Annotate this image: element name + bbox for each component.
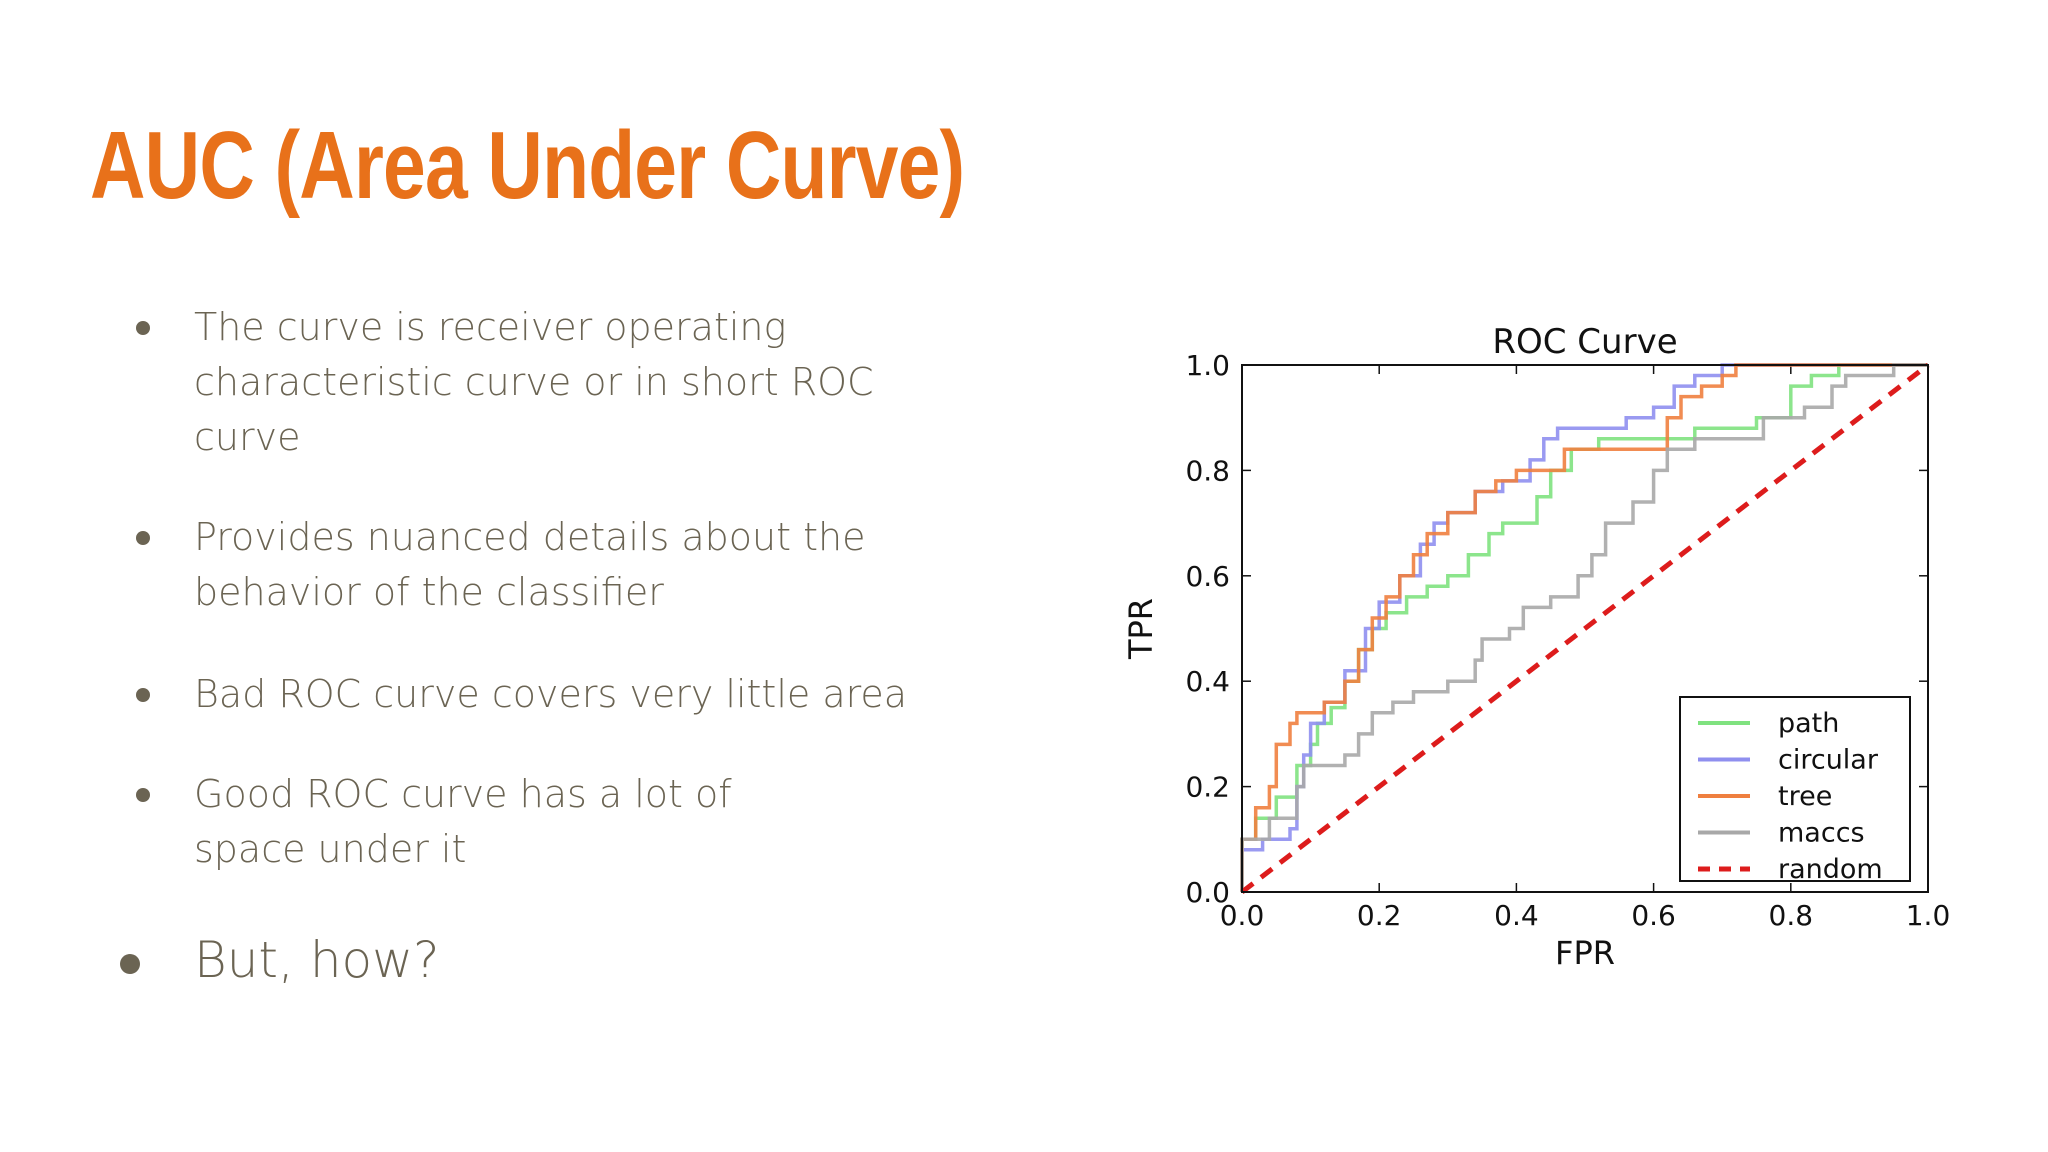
- series-line-maccs: [1240, 363, 1928, 892]
- bullet-dot: [136, 688, 150, 702]
- x-axis-label: FPR: [1555, 934, 1615, 972]
- y-axis-label: TPR: [1122, 598, 1160, 660]
- legend-label-maccs: maccs: [1778, 818, 1865, 849]
- y-tick-label: 0.8: [1185, 454, 1230, 487]
- legend-label-path: path: [1778, 708, 1839, 739]
- y-tick-label: 1.0: [1185, 349, 1230, 382]
- slide-title: AUC (Area Under Curve): [90, 112, 965, 219]
- y-tick-label: 0.4: [1185, 665, 1230, 698]
- legend-label-random: random: [1778, 854, 1883, 885]
- plot-frame: [1241, 364, 1929, 893]
- bullet-text: Provides nuanced details about the behav…: [194, 515, 866, 614]
- bullet-text: Good ROC curve has a lot of space under …: [194, 772, 732, 871]
- series-line-tree: [1240, 363, 1928, 892]
- bullet-dot: [136, 321, 150, 335]
- roc-chart-svg: ROC Curve 0.0 0.2 0.4 0.6 0.8 1.0 0.0 0.2 0.4 0.6 0…: [1122, 322, 1951, 972]
- legend-box: [1679, 696, 1911, 882]
- y-tick-label: 0.0: [1185, 876, 1230, 909]
- series-line-random: [1240, 363, 1930, 894]
- bullet-item: Provides nuanced details about the behav…: [136, 510, 914, 620]
- bullet-dot: [136, 531, 150, 545]
- bullet-text: The curve is receiver operating characte…: [194, 305, 874, 459]
- bullet-item: Bad ROC curve covers very little area: [136, 667, 914, 722]
- y-tick-label: 0.2: [1185, 771, 1230, 804]
- bullet-text: Bad ROC curve covers very little area: [194, 672, 908, 716]
- bullet-text: But, how?: [194, 931, 440, 989]
- legend-label-tree: tree: [1778, 781, 1832, 812]
- bullet-item: The curve is receiver operating characte…: [136, 300, 914, 465]
- x-tick-label: 0.8: [1769, 899, 1814, 932]
- chart-title: ROC Curve: [1492, 322, 1677, 362]
- y-tick-label: 0.6: [1185, 560, 1230, 593]
- bullet-dot: [136, 788, 150, 802]
- x-tick-label: 0.2: [1357, 899, 1402, 932]
- x-tick-label: 1.0: [1906, 899, 1951, 932]
- legend-label-circular: circular: [1778, 745, 1879, 776]
- bullet-dot: [120, 954, 140, 974]
- x-tick-label: 0.0: [1220, 899, 1265, 932]
- x-tick-label: 0.4: [1494, 899, 1539, 932]
- roc-chart: ROC Curve 0.0 0.2 0.4 0.6 0.8 1.0 0.0 0.2 0.4 0.6 0…: [1100, 300, 1970, 980]
- bullet-item: Good ROC curve has a lot of space under …: [136, 767, 854, 877]
- bullet-item: But, how?: [120, 930, 914, 990]
- x-tick-label: 0.6: [1631, 899, 1676, 932]
